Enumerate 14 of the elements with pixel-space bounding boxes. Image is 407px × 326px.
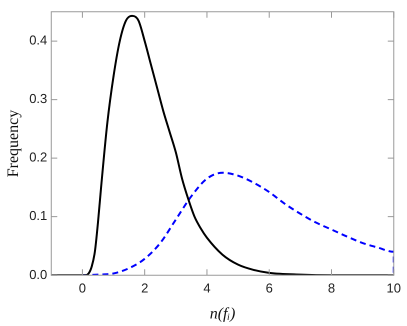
- y-tick-label: 0.3: [29, 91, 48, 106]
- x-tick-label: 10: [386, 280, 402, 296]
- x-tick-label: 2: [141, 280, 148, 296]
- y-tick-label: 0.4: [29, 32, 48, 48]
- y-tick-label: 0.0: [29, 266, 48, 282]
- x-tick-label: 8: [328, 280, 336, 296]
- y-tick-label: 0.2: [29, 150, 48, 165]
- line-series: [51, 14, 394, 276]
- x-tick-label: 6: [266, 280, 273, 296]
- x-tick-label: 0: [78, 280, 86, 296]
- x-axis-title: n(fᵢ): [210, 306, 236, 323]
- x-tick-label: 4: [203, 280, 211, 296]
- y-axis-title: Frequency: [4, 110, 22, 178]
- y-tick-label: 0.1: [29, 208, 48, 224]
